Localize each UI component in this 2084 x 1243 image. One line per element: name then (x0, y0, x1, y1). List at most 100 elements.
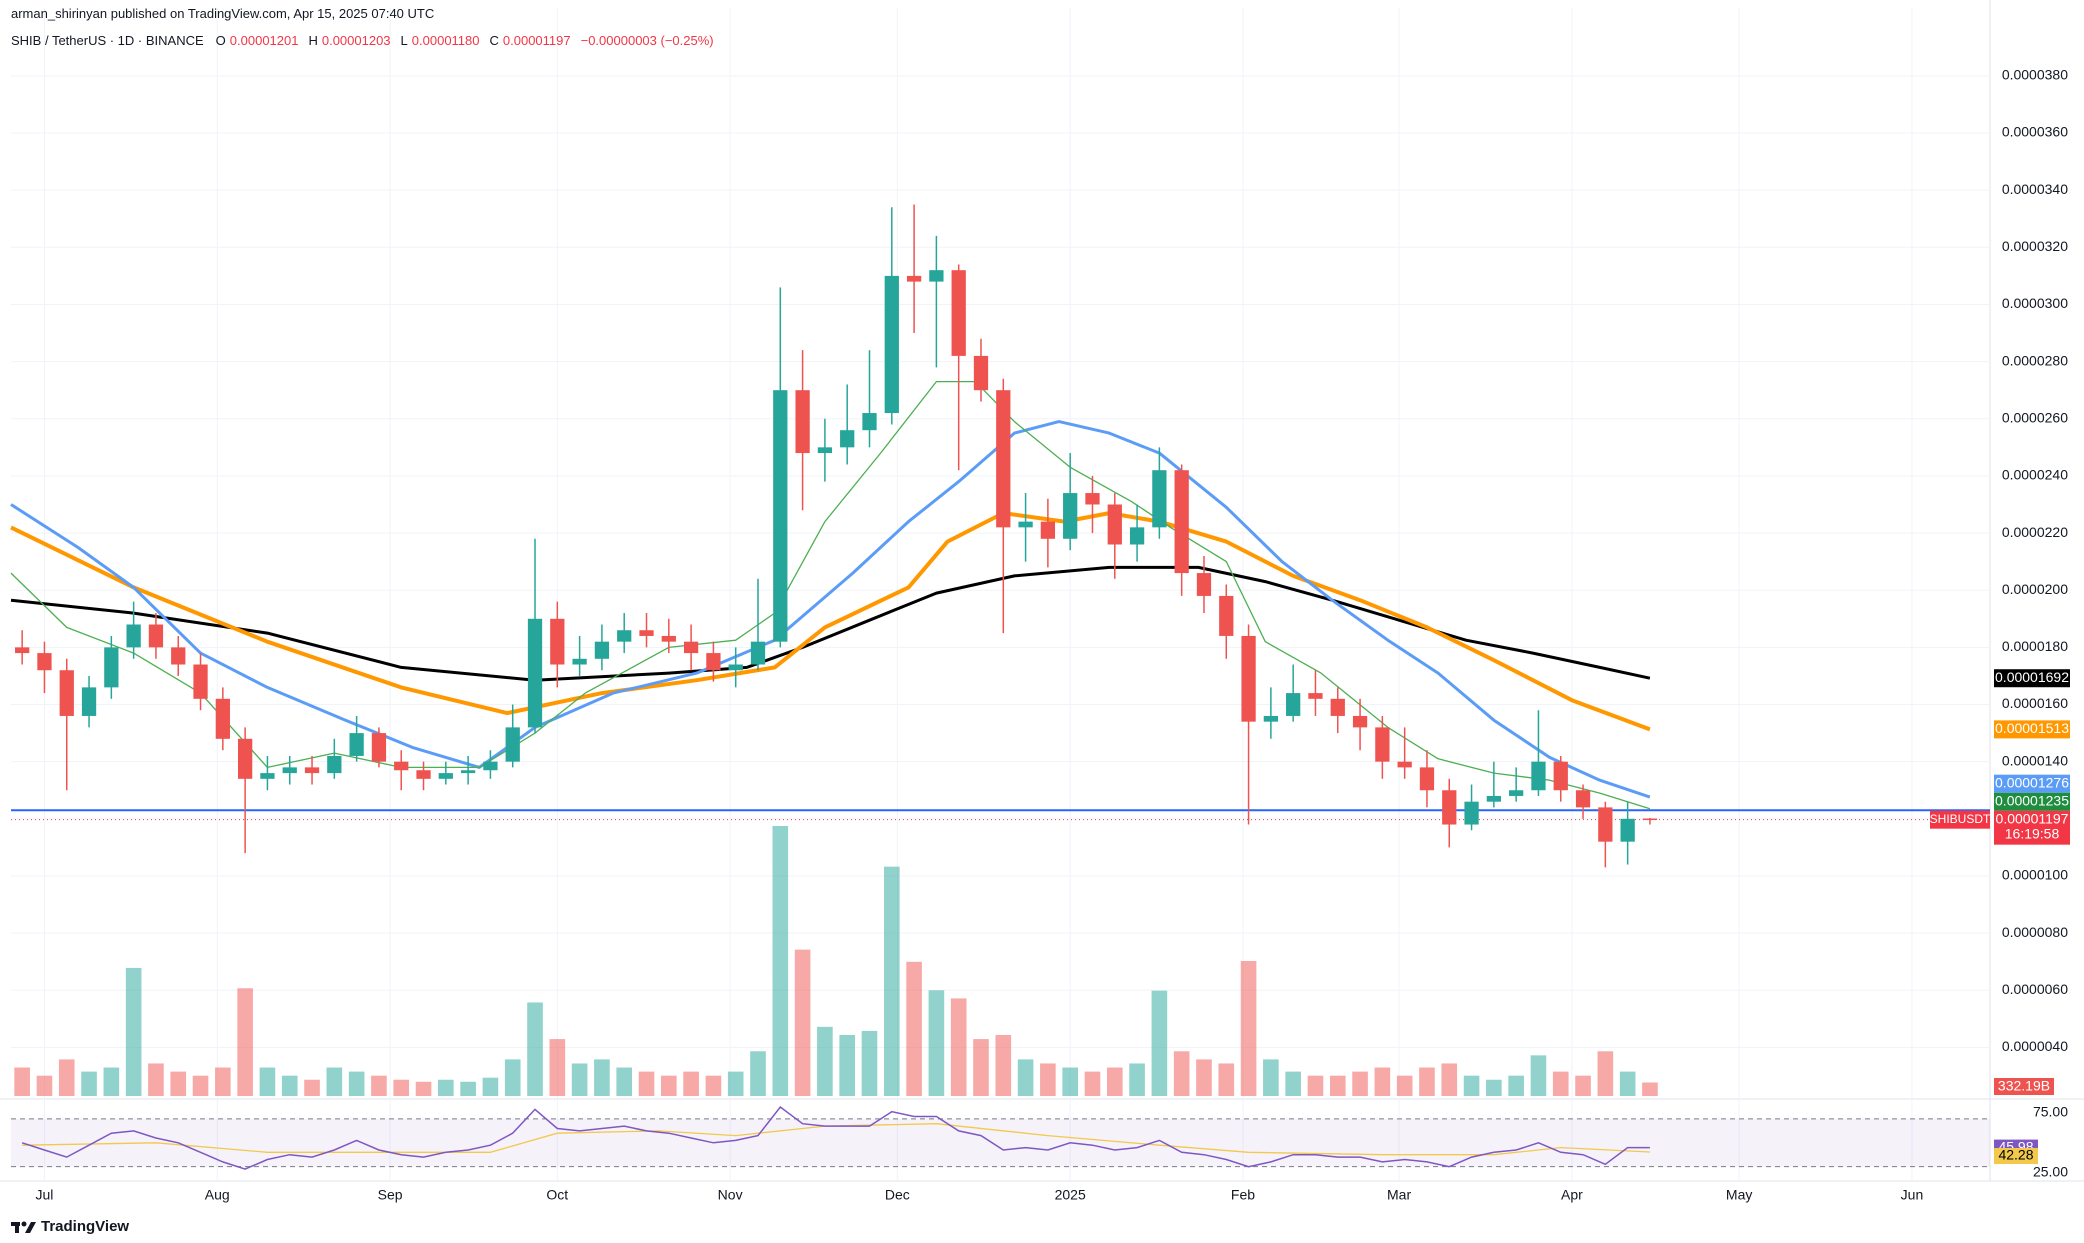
volume-bar (1285, 1071, 1301, 1096)
y-tick-label: 0.0000280 (2002, 352, 2068, 368)
volume-bar (192, 1075, 209, 1096)
change: −0.00000003 (−0.25%) (580, 33, 714, 48)
volume-bar (1530, 1055, 1547, 1096)
candle-body (483, 761, 498, 771)
ohlc-value: 0.00001197 (502, 33, 571, 48)
candle-body (1063, 493, 1078, 539)
volume-bar (817, 1026, 833, 1096)
x-tick-label: Jun (1901, 1187, 1924, 1203)
candle-body (1620, 818, 1635, 842)
candle-body (282, 767, 297, 774)
last-price-tag (1994, 810, 2070, 845)
volume-bar (571, 1063, 588, 1096)
ohlc-value: 0.00001180 (411, 33, 480, 48)
volume-bar (460, 1081, 476, 1096)
volume-bar (1151, 990, 1168, 1096)
candle-body (371, 733, 387, 762)
candle-body (15, 647, 30, 654)
volume-bar (1374, 1067, 1391, 1096)
x-tick-label: Mar (1387, 1187, 1411, 1203)
volume-bar (1017, 1059, 1034, 1096)
candle-body (996, 390, 1011, 528)
ohlc-key: C (489, 33, 499, 48)
volume-bar (750, 1051, 766, 1096)
volume-bar (1575, 1075, 1591, 1096)
candle-body (773, 390, 788, 642)
volume-bar (393, 1079, 410, 1096)
volume-bar (1263, 1059, 1279, 1096)
moving-average (10, 420, 1651, 799)
volume-bar (1619, 1071, 1636, 1096)
volume-bar (371, 1075, 387, 1096)
x-tick-label: Apr (1561, 1187, 1583, 1203)
y-tick-label: 0.0000340 (2002, 181, 2068, 197)
moving-average (10, 511, 1651, 732)
candle-body (1531, 761, 1546, 791)
candle-body (1085, 493, 1100, 505)
volume-bar (995, 1035, 1012, 1096)
volume-bar (103, 1067, 120, 1096)
price-tag-label: 0.00001235 (1995, 792, 2069, 808)
volume-bar (705, 1075, 722, 1096)
volume-bar (772, 826, 789, 1096)
volume-bar (1129, 1063, 1145, 1096)
candle-body (394, 761, 409, 771)
candle-body (1129, 527, 1145, 545)
volume-bar (1196, 1059, 1212, 1096)
volume-bar (1463, 1075, 1480, 1096)
candle-body (104, 647, 119, 688)
volume-bar (661, 1075, 677, 1096)
candle-body (1196, 573, 1212, 596)
candle-body (148, 624, 164, 648)
candle-body (237, 738, 253, 779)
candle-body (1018, 521, 1033, 528)
volume-bar (794, 949, 811, 1096)
volume-bar (14, 1067, 30, 1096)
ohlc-key: H (308, 33, 318, 48)
volume-bar (125, 967, 142, 1096)
ohlc-value: 0.00001203 (321, 33, 391, 48)
candle-body (327, 755, 342, 774)
volume-bar (861, 1030, 878, 1096)
candle-body (906, 275, 922, 282)
candle-body (728, 664, 743, 671)
volume-bar (549, 1039, 566, 1096)
price-tag (1994, 720, 2070, 739)
volume-bar (1486, 1079, 1502, 1096)
logo-text: TradingView (41, 1218, 130, 1235)
y-tick-label: 0.0000180 (2002, 638, 2068, 654)
candle-body (661, 635, 676, 642)
candle-body (1241, 635, 1256, 722)
countdown: 16:19:58 (2005, 825, 2060, 841)
volume-bar (1106, 1067, 1123, 1096)
volume-bar (81, 1071, 97, 1096)
volume-bar (415, 1081, 432, 1096)
volume-tag-label: 332.19B (1998, 1078, 2050, 1094)
price-tag-label: 0.00001692 (1995, 669, 2069, 685)
x-tick-label: Aug (205, 1187, 230, 1203)
candle-body (349, 733, 364, 756)
volume-bar (1508, 1075, 1524, 1096)
moving-average (10, 565, 1651, 682)
y-tick-label: 0.0000380 (2002, 67, 2068, 83)
candle-body (1442, 790, 1457, 825)
rsi-band (11, 1118, 1990, 1167)
candle-body (929, 270, 944, 282)
volume-bar (504, 1059, 521, 1096)
volume-bar (1642, 1082, 1658, 1096)
publisher: arman_shirinyan published on TradingView… (11, 6, 435, 21)
candle-body (639, 630, 654, 636)
legend-row: SHIB / TetherUS · 1D · BINANCE O 0.000012… (11, 33, 720, 48)
y-tick-label: 0.0000100 (2002, 867, 2068, 883)
candle-body (1263, 715, 1279, 722)
candle-body (1375, 727, 1390, 762)
volume-bar (950, 998, 967, 1096)
rsi-tag (1994, 1148, 2038, 1165)
volume-bar (438, 1079, 454, 1096)
candle-body (460, 770, 476, 774)
volume-bar (928, 990, 945, 1096)
y-tick-label: 0.0000040 (2002, 1038, 2068, 1054)
rsi-tag-label: 42.28 (1998, 1147, 2033, 1163)
